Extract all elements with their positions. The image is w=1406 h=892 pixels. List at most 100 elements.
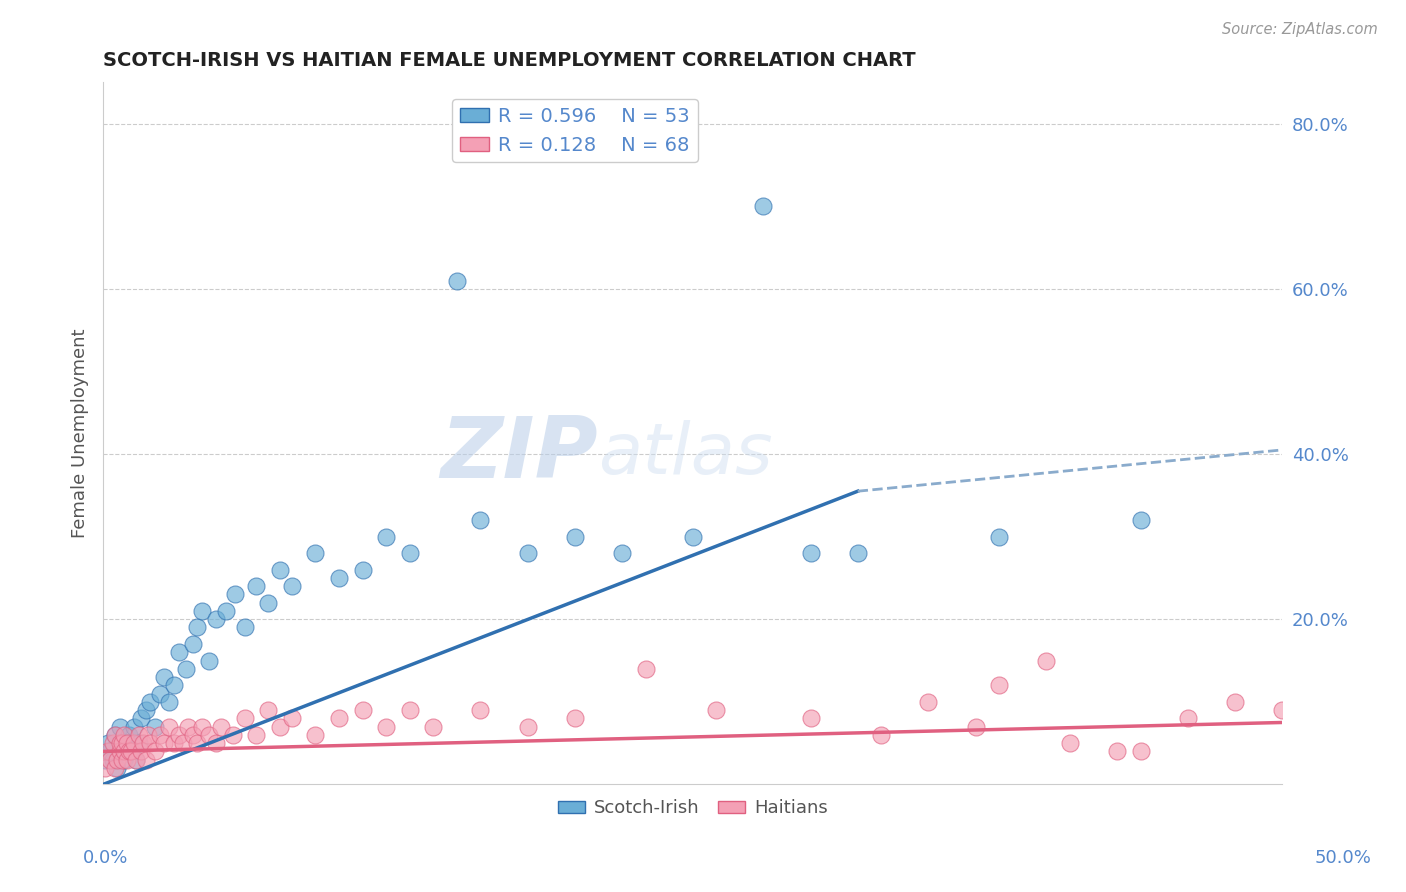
Point	[233, 620, 256, 634]
Point	[101, 736, 124, 750]
Point	[118, 728, 141, 742]
Point	[1129, 744, 1152, 758]
Point	[122, 720, 145, 734]
Point	[186, 736, 208, 750]
Point	[129, 711, 152, 725]
Point	[304, 546, 326, 560]
Point	[112, 753, 135, 767]
Point	[1059, 736, 1081, 750]
Point	[198, 728, 221, 742]
Point	[157, 695, 180, 709]
Point	[398, 703, 420, 717]
Point	[846, 546, 869, 560]
Point	[257, 596, 280, 610]
Point	[752, 199, 775, 213]
Legend: Scotch-Irish, Haitians: Scotch-Irish, Haitians	[551, 792, 835, 824]
Point	[135, 703, 157, 717]
Point	[94, 761, 117, 775]
Point	[167, 728, 190, 742]
Point	[800, 546, 823, 560]
Point	[122, 736, 145, 750]
Point	[988, 530, 1011, 544]
Point	[105, 761, 128, 775]
Point	[149, 687, 172, 701]
Point	[111, 753, 134, 767]
Point	[988, 678, 1011, 692]
Point	[634, 662, 657, 676]
Point	[177, 720, 200, 734]
Point	[181, 637, 204, 651]
Point	[205, 612, 228, 626]
Point	[157, 720, 180, 734]
Point	[174, 662, 197, 676]
Point	[1035, 654, 1057, 668]
Point	[105, 753, 128, 767]
Point	[149, 728, 172, 742]
Point	[108, 736, 131, 750]
Point	[101, 753, 124, 767]
Point	[120, 744, 142, 758]
Point	[1107, 744, 1129, 758]
Point	[135, 753, 157, 767]
Point	[118, 744, 141, 758]
Point	[245, 728, 267, 742]
Point	[398, 546, 420, 560]
Point	[136, 728, 159, 742]
Point	[139, 736, 162, 750]
Point	[115, 736, 138, 750]
Point	[132, 736, 155, 750]
Text: SCOTCH-IRISH VS HAITIAN FEMALE UNEMPLOYMENT CORRELATION CHART: SCOTCH-IRISH VS HAITIAN FEMALE UNEMPLOYM…	[103, 51, 915, 70]
Point	[104, 761, 127, 775]
Point	[328, 711, 350, 725]
Point	[191, 604, 214, 618]
Point	[328, 571, 350, 585]
Point	[269, 563, 291, 577]
Point	[198, 654, 221, 668]
Point	[112, 728, 135, 742]
Point	[224, 587, 246, 601]
Point	[422, 720, 444, 734]
Point	[516, 720, 538, 734]
Point	[917, 695, 939, 709]
Point	[470, 513, 492, 527]
Point	[128, 736, 150, 750]
Point	[233, 711, 256, 725]
Point	[97, 744, 120, 758]
Point	[143, 744, 166, 758]
Point	[115, 753, 138, 767]
Point	[94, 753, 117, 767]
Text: atlas: atlas	[599, 420, 773, 489]
Y-axis label: Female Unemployment: Female Unemployment	[72, 328, 89, 538]
Point	[564, 711, 586, 725]
Point	[352, 563, 374, 577]
Point	[222, 728, 245, 742]
Point	[108, 720, 131, 734]
Point	[153, 736, 176, 750]
Point	[800, 711, 823, 725]
Point	[163, 736, 186, 750]
Text: 0.0%: 0.0%	[83, 849, 128, 867]
Point	[209, 720, 232, 734]
Point	[115, 736, 138, 750]
Point	[682, 530, 704, 544]
Point	[870, 728, 893, 742]
Point	[191, 720, 214, 734]
Point	[281, 579, 304, 593]
Point	[143, 720, 166, 734]
Point	[564, 530, 586, 544]
Point	[129, 744, 152, 758]
Point	[205, 736, 228, 750]
Point	[104, 728, 127, 742]
Point	[125, 753, 148, 767]
Point	[139, 695, 162, 709]
Point	[704, 703, 727, 717]
Point	[125, 753, 148, 767]
Point	[281, 711, 304, 725]
Point	[104, 728, 127, 742]
Point	[245, 579, 267, 593]
Point	[269, 720, 291, 734]
Point	[186, 620, 208, 634]
Point	[352, 703, 374, 717]
Point	[167, 645, 190, 659]
Point	[98, 753, 121, 767]
